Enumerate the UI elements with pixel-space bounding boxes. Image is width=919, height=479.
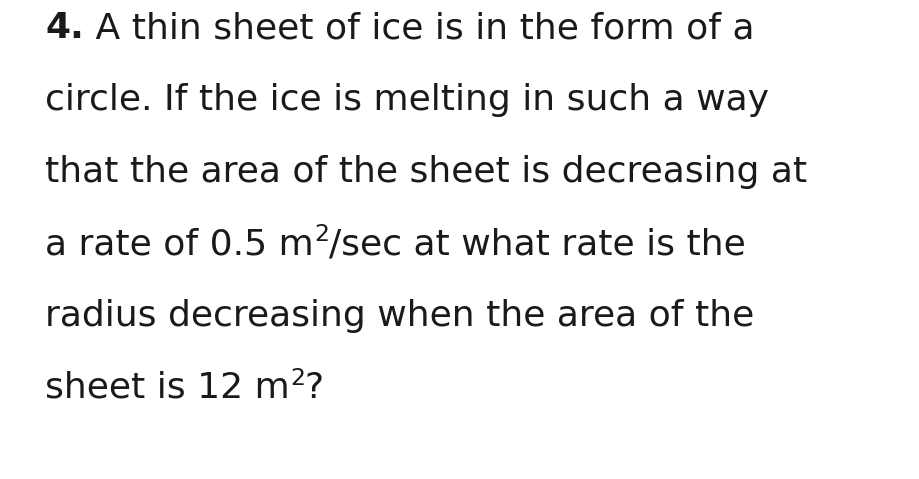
Text: A thin sheet of ice is in the form of a: A thin sheet of ice is in the form of a bbox=[84, 11, 754, 45]
Text: radius decreasing when the area of the: radius decreasing when the area of the bbox=[45, 299, 754, 333]
Text: circle. If the ice is melting in such a way: circle. If the ice is melting in such a … bbox=[45, 83, 769, 117]
Text: 2: 2 bbox=[289, 367, 305, 390]
Text: 2: 2 bbox=[313, 223, 329, 246]
Text: sheet is 12 m: sheet is 12 m bbox=[45, 371, 289, 405]
Text: /sec at what rate is the: /sec at what rate is the bbox=[329, 227, 745, 261]
Text: ?: ? bbox=[305, 371, 323, 405]
Text: 4.: 4. bbox=[45, 11, 84, 45]
Text: a rate of 0.5 m: a rate of 0.5 m bbox=[45, 227, 313, 261]
Text: that the area of the sheet is decreasing at: that the area of the sheet is decreasing… bbox=[45, 155, 807, 189]
